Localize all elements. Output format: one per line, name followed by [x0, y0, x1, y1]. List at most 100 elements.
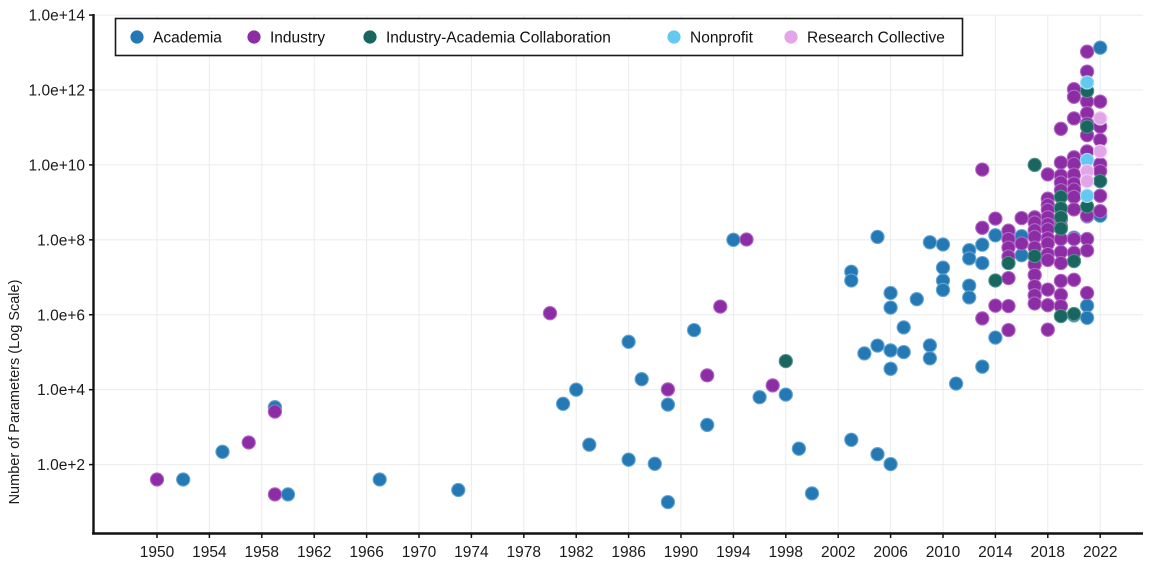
data-point-academia [621, 334, 636, 349]
x-tick-label: 2002 [821, 544, 855, 561]
data-point-academia [962, 251, 977, 266]
data-point-academia [582, 437, 597, 452]
data-point-academia [988, 228, 1003, 243]
x-tick-label: 1970 [402, 544, 437, 561]
data-point-academia [948, 376, 964, 391]
data-point-academia [883, 361, 898, 376]
data-point-industry [1014, 210, 1029, 226]
data-point-research [1079, 173, 1095, 189]
x-tick-label: 1982 [559, 544, 593, 561]
data-point-academia [962, 290, 977, 305]
data-point-industry [713, 299, 728, 314]
data-point-industry [1040, 322, 1055, 337]
legend-label-industry: Industry [270, 30, 325, 47]
data-point-industry [1079, 44, 1095, 59]
data-point-industry [1066, 89, 1082, 104]
data-point-academia [726, 232, 741, 247]
data-point-academia [176, 472, 191, 487]
data-point-academia [844, 273, 859, 288]
x-tick-label: 1962 [297, 544, 331, 561]
data-point-academia [569, 382, 584, 397]
data-point-academia [935, 260, 951, 275]
data-point-industry [975, 162, 990, 177]
legend-dot-collab [363, 30, 377, 44]
data-point-research [1093, 144, 1108, 159]
data-point-industry [267, 404, 283, 419]
x-tick-label: 2018 [1031, 544, 1065, 561]
y-tick-label: 1.0e+6 [37, 307, 85, 324]
data-point-industry [241, 435, 256, 450]
data-point-academia [555, 396, 571, 411]
data-point-academia [922, 351, 938, 366]
data-point-academia [935, 237, 951, 252]
data-point-industry [1040, 282, 1055, 297]
data-point-academia [1093, 40, 1108, 55]
data-point-academia [1079, 310, 1095, 325]
data-point-academia [922, 235, 938, 250]
data-point-collab [1027, 157, 1042, 173]
data-point-academia [922, 338, 938, 353]
data-point-academia [857, 346, 872, 361]
y-tick-label: 1.0e+12 [29, 83, 85, 100]
data-point-academia [791, 441, 807, 456]
data-point-collab [1066, 253, 1082, 269]
data-point-collab [1093, 173, 1108, 189]
y-tick-label: 1.0e+4 [37, 382, 85, 399]
data-point-academia [647, 456, 662, 471]
y-tick-label: 1.0e+14 [29, 8, 86, 25]
x-tick-label: 1998 [769, 544, 803, 561]
y-tick-label: 1.0e+10 [29, 157, 86, 174]
data-point-industry [975, 311, 990, 326]
data-point-industry [267, 487, 283, 502]
data-point-industry [700, 368, 715, 383]
data-point-academia [660, 494, 676, 510]
data-point-industry [988, 298, 1003, 313]
data-point-academia [621, 452, 636, 467]
x-tick-label: 1966 [349, 544, 383, 561]
legend-dot-academia [130, 30, 144, 44]
data-point-collab [1053, 308, 1069, 324]
data-point-industry [1014, 236, 1029, 251]
data-point-collab [1027, 248, 1042, 264]
legend-label-nonprofit: Nonprofit [690, 30, 754, 47]
x-tick-label: 1954 [192, 544, 227, 561]
data-point-academia [1079, 298, 1095, 313]
data-point-academia [870, 447, 885, 462]
data-point-academia [962, 278, 977, 293]
data-point-academia [215, 444, 230, 459]
y-tick-label: 1.0e+2 [37, 457, 85, 474]
data-point-industry [1001, 298, 1016, 314]
data-point-industry [1040, 167, 1055, 182]
data-point-industry [1079, 243, 1095, 258]
data-point-academia [804, 486, 820, 501]
data-point-industry [1053, 273, 1069, 289]
legend-dot-research [784, 30, 798, 44]
data-point-collab [1053, 221, 1069, 236]
legend-label-research: Research Collective [807, 30, 945, 47]
data-point-academia [988, 330, 1003, 345]
data-point-industry [739, 232, 754, 247]
data-point-academia [883, 300, 898, 315]
data-point-industry [542, 306, 558, 321]
data-point-nonprofit [1079, 188, 1095, 203]
x-tick-label: 1990 [664, 544, 699, 561]
data-point-industry [1079, 285, 1095, 301]
data-point-academia [883, 343, 898, 358]
data-point-academia [686, 322, 702, 338]
points-layer [149, 40, 1108, 510]
legend-label-collab: Industry-Academia Collaboration [386, 30, 611, 47]
data-point-academia [280, 487, 296, 502]
data-point-academia [700, 417, 715, 433]
data-point-collab [988, 273, 1003, 288]
data-point-industry [765, 378, 780, 393]
data-point-industry [1066, 272, 1082, 287]
legend-label-academia: Academia [153, 30, 222, 47]
data-point-industry [149, 472, 165, 487]
data-point-academia [451, 482, 466, 498]
data-point-academia [870, 229, 885, 245]
data-point-academia [935, 282, 951, 298]
data-point-industry [1093, 188, 1108, 203]
x-tick-label: 1950 [140, 544, 175, 561]
